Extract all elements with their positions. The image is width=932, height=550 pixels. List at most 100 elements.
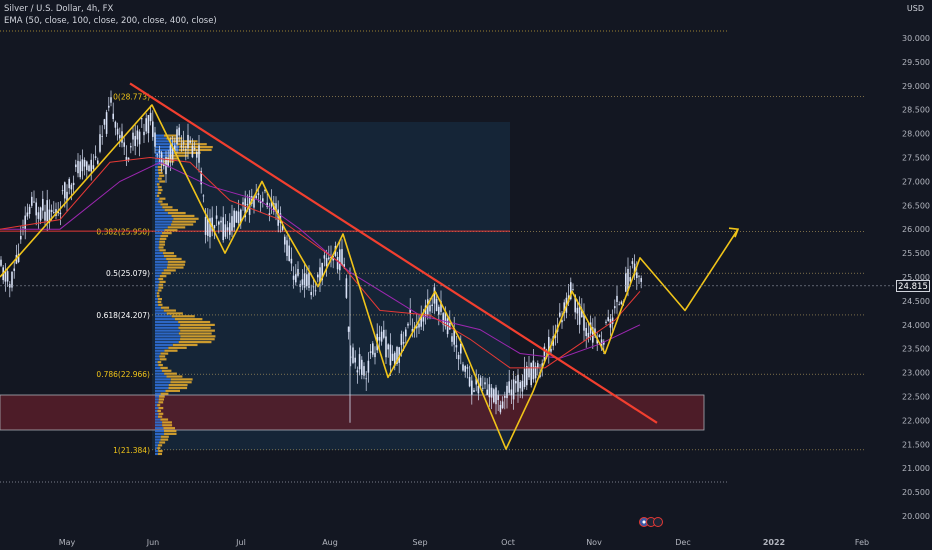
candle-body [389, 344, 392, 366]
volume-profile-bar [155, 352, 161, 355]
volume-profile-bar [155, 435, 161, 438]
volume-profile-bar [158, 303, 163, 306]
candle-body [409, 309, 411, 315]
candle-body [97, 160, 99, 164]
volume-profile-bar [159, 197, 166, 200]
price-axis-label: 30.000 [902, 34, 930, 43]
volume-profile-bar [160, 438, 169, 441]
volume-profile-bar [155, 378, 171, 381]
candle-body [191, 145, 194, 158]
volume-profile-bar [164, 349, 178, 352]
volume-profile-bar [159, 355, 166, 358]
candle-body [240, 209, 242, 224]
event-flags[interactable] [639, 517, 663, 527]
volume-profile-bar [155, 438, 161, 441]
candle-body [24, 215, 26, 230]
candle-body [176, 129, 178, 145]
candle-body [105, 112, 108, 134]
price-axis-label: 27.500 [902, 154, 930, 163]
volume-profile-bar [155, 217, 174, 220]
ema-indicator-title[interactable]: EMA (50, close, 100, close, 200, close, … [4, 16, 217, 26]
candle-body [218, 221, 220, 225]
volume-profile-bar [163, 429, 177, 433]
volume-profile-bar [155, 346, 169, 349]
candle-body [308, 272, 310, 288]
candle-body [266, 202, 268, 208]
candle-body [451, 336, 453, 342]
volume-profile-bar [155, 220, 173, 223]
volume-profile-bar [155, 148, 179, 152]
candle-body [28, 206, 31, 214]
candle-body [354, 357, 356, 363]
volume-profile-bar [164, 229, 178, 232]
volume-profile-bar [155, 206, 163, 209]
candle-body [20, 235, 22, 240]
volume-profile-bar [158, 444, 163, 447]
candle-body [187, 134, 189, 149]
volume-profile-bar [180, 338, 215, 341]
volume-profile-bar [155, 418, 161, 421]
candle-body [59, 212, 62, 215]
event-flag-icon[interactable] [653, 517, 663, 527]
volume-profile-bar [155, 306, 161, 309]
candle-body [369, 351, 372, 353]
candle-body [548, 336, 550, 353]
candle-body [411, 329, 414, 332]
candle-body [301, 279, 304, 285]
volume-profile-bar [160, 418, 169, 421]
price-axis-label: 23.000 [902, 369, 930, 378]
time-axis-label: Jul [235, 538, 246, 547]
volume-profile-bar [155, 168, 159, 172]
volume-profile-bar [159, 180, 165, 183]
volume-profile-bar [155, 386, 169, 390]
volume-profile-bar [155, 151, 175, 154]
candle-body [198, 145, 200, 163]
volume-profile-bar [158, 168, 163, 172]
volume-profile-bar [158, 246, 164, 249]
candle-body [127, 157, 130, 160]
volume-profile-bar [155, 320, 179, 324]
candle-body [473, 390, 475, 392]
candle-body [416, 325, 418, 329]
volume-profile-bar [157, 297, 163, 301]
candle-body [534, 366, 537, 379]
candle-body [174, 145, 176, 151]
candle-body [343, 264, 345, 268]
candle-body [501, 401, 504, 409]
volume-profile-bar [155, 427, 164, 430]
candle-body [578, 303, 581, 325]
price-axis-label: 27.000 [902, 177, 930, 186]
candle-body [196, 151, 198, 158]
volume-profile-bar [171, 214, 195, 218]
volume-profile-bar [155, 266, 167, 269]
price-axis-label: 29.500 [902, 58, 930, 67]
volume-profile-bar [161, 369, 172, 372]
candle-body [268, 213, 271, 215]
volume-profile-bar [155, 214, 172, 218]
volume-profile-bar [156, 295, 160, 298]
candle-body [101, 135, 103, 137]
volume-profile-bar [155, 349, 165, 352]
candle-body [90, 159, 92, 172]
candle-body [207, 218, 209, 236]
time-axis-label: Dec [675, 538, 690, 547]
price-axis-label: 29.000 [902, 82, 930, 91]
candle-body [396, 347, 398, 364]
candle-body [169, 145, 172, 161]
fib-level-label: 0.382(25.950) [96, 228, 150, 237]
volume-profile-bar [156, 292, 160, 295]
candle-body [385, 336, 387, 358]
candle-body [561, 320, 563, 323]
volume-profile-bar [172, 343, 198, 347]
candle-body [583, 313, 585, 331]
volume-profile-bar [155, 263, 168, 266]
volume-profile-bar [158, 277, 164, 281]
volume-profile-bar [160, 352, 169, 355]
currency-label[interactable]: USD [906, 4, 924, 13]
symbol-title[interactable]: Silver / U.S. Dollar, 4h, FX [4, 4, 114, 14]
candle-body [585, 327, 587, 337]
candle-body [160, 152, 163, 164]
price-axis-label: 26.500 [902, 201, 930, 210]
candle-body [471, 380, 473, 395]
